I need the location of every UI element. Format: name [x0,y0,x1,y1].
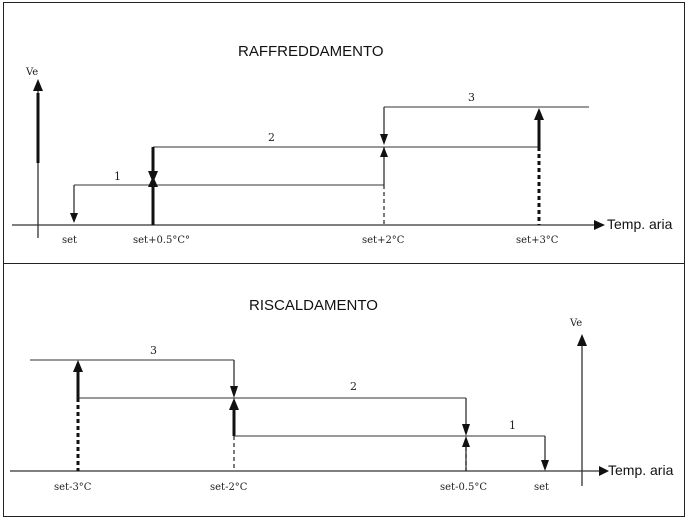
cooling-tick-set-plus-0-5: set+0.5°C° [133,235,190,246]
heating-tick-set-minus-0-5: set-0.5°C [440,482,487,493]
cooling-tick-set-plus-2: set+2°C [362,235,405,246]
cooling-stage-2-down-arrow [148,171,158,183]
heating-stage-1-label: 1 [509,419,516,432]
cooling-stage-3-down-arrow [380,134,388,145]
heating-y-axis-arrow [577,334,587,346]
heating-stage-1-up-arrow [462,436,470,447]
cooling-stage-2-label: 2 [268,131,275,144]
heating-tick-set: set [534,482,549,493]
cooling-stage-1-down-arrow [70,213,78,223]
heating-stage-3-label: 3 [150,344,157,357]
cooling-stage-1-label: 1 [114,170,121,183]
cooling-diagram: RAFFREDDAMENTO Ve Temp. aria 1 2 3 [12,43,673,246]
cooling-panel: RAFFREDDAMENTO Ve Temp. aria 1 2 3 [3,2,685,264]
heating-tick-set-minus-3: set-3°C [54,482,92,493]
heating-stage-2-up-arrow [229,398,239,410]
heating-stage-1-down-arrow [541,460,549,471]
cooling-title: RAFFREDDAMENTO [238,43,384,60]
heating-title: RISCALDAMENTO [249,297,378,314]
heating-stage-2-label: 2 [350,380,357,393]
heating-y-axis-label: Ve [569,318,582,329]
heating-tick-set-minus-2: set-2°C [210,482,248,493]
heating-x-axis-arrow [599,466,609,476]
cooling-stage-3-label: 3 [468,91,475,104]
cooling-y-axis-arrow [33,79,43,91]
heating-x-axis-label: Temp. aria [608,462,674,478]
cooling-x-axis-arrow [594,220,605,230]
heating-stage-3-down-arrow [230,386,238,398]
cooling-stage-2-up-arrow [380,147,388,157]
heating-diagram: RISCALDAMENTO Ve Temp. aria 3 2 1 [10,297,674,493]
cooling-y-axis-label: Ve [25,67,38,78]
heating-panel: RISCALDAMENTO Ve Temp. aria 3 2 1 [3,263,685,517]
cooling-tick-set: set [62,235,77,246]
cooling-stage-3-up-arrow [534,108,544,120]
cooling-tick-set-plus-3: set+3°C [516,235,559,246]
heating-stage-3-up-arrow [73,360,83,372]
heating-stage-2-down-arrow [462,424,470,436]
cooling-x-axis-label: Temp. aria [607,216,673,232]
